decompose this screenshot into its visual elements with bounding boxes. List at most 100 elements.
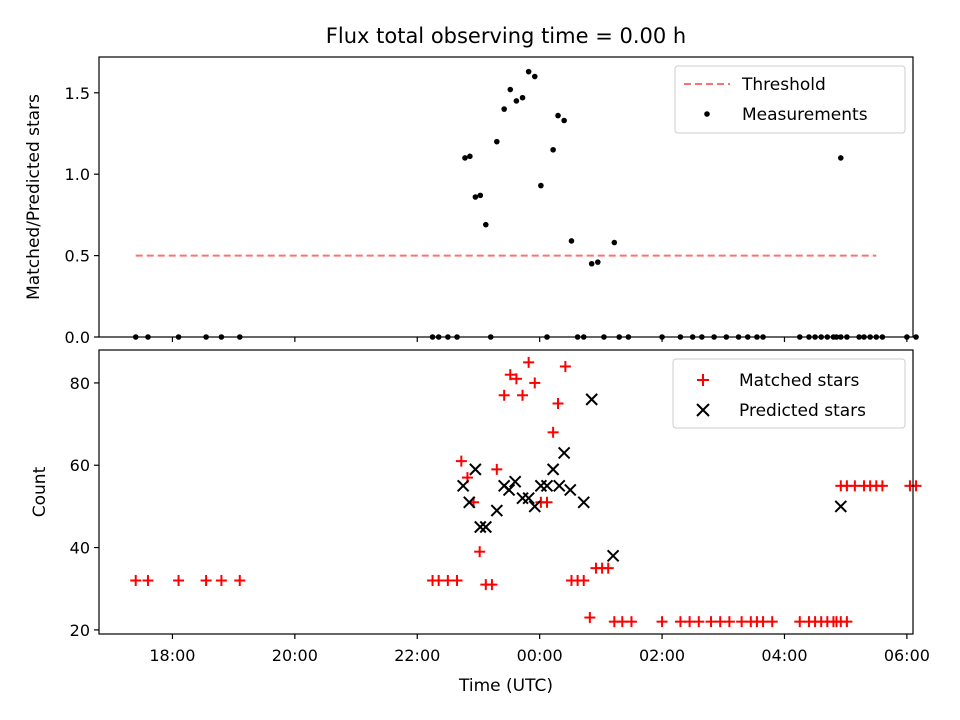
measurement-point [483,221,489,228]
measurement-point [837,155,844,161]
measurement-point [525,68,532,75]
predicted-star-point [463,496,476,509]
predicted-star-point [577,496,590,509]
matched-star-point [684,616,696,628]
predicted-star-point [564,483,577,497]
ratio-y-tick-label: 1.0 [65,165,90,184]
predicted-star-point [834,500,847,513]
predicted-star-point [546,463,560,476]
measurement-point [477,192,484,199]
count-y-ticks: 20 40 60 80 [70,374,99,640]
matched-star-point [616,616,628,628]
matched-star-point [723,616,735,628]
ratio-panel: 0.0 0.5 1.0 1.5 Matched/Predicted stars Thr… [24,56,919,347]
predicted-star-point [606,549,620,563]
ratio-x-ticks [171,337,908,342]
measurement-point [494,138,500,145]
matched-star-point [455,455,467,467]
matched-star-point [547,426,559,438]
matched-star-point [584,612,596,624]
matched-star-point [486,579,498,591]
measurement-point [462,155,468,161]
ratio-y-ticks: 0.0 0.5 1.0 1.5 [65,84,99,347]
count-panel: 20 40 60 80 18:00 20:00 22:00 00:00 02:00 04:00 0… [30,349,930,696]
x-axis-label: Time (UTC) [458,676,553,696]
count-x-tick-label: 00:00 [517,646,563,665]
matched-star-point [674,616,686,628]
measurements-legend-label: Measurements [742,105,868,125]
count-y-tick-label: 40 [70,539,90,558]
matched-star-point [215,574,227,586]
matched-star-point [510,373,522,385]
chart-title: Flux total observing time = 0.00 h [326,24,686,48]
matched-star-point [794,616,806,628]
matched-star-point [602,562,614,574]
predicted-star-point [557,446,571,460]
predicted-star-point [585,393,598,406]
predicted-star-point [469,463,482,476]
predicted-star-point [553,479,566,493]
matched-star-point [200,574,212,586]
predicted-legend-label: Predicted stars [739,401,866,421]
matched-star-point [736,616,748,628]
matched-star-point [474,546,486,558]
matched-star-point [714,616,726,628]
count-x-tick-label: 06:00 [884,646,930,665]
matched-star-point [849,480,861,492]
measurements-legend-marker [704,111,710,117]
measurement-point [611,239,618,246]
matched-star-point [451,574,463,586]
measurement-point [519,94,526,101]
matched-star-point [578,574,590,586]
predicted-star-point [540,479,554,493]
matched-star-point [757,616,769,628]
count-x-ticks: 18:00 20:00 22:00 00:00 02:00 04:00 06:00 [149,634,930,665]
measurement-point [561,117,567,124]
measurement-point [472,194,479,200]
ratio-axes-frame [98,56,914,338]
matched-star-point [541,496,553,508]
measurement-point [550,146,556,153]
count-x-tick-label: 02:00 [639,646,685,665]
count-points [130,356,922,628]
measurement-point [555,112,561,119]
measurement-point [913,334,919,340]
ratio-y-tick-label: 0.0 [65,328,90,347]
count-x-tick-label: 22:00 [394,646,440,665]
matched-star-point [498,389,510,401]
count-x-tick-label: 20:00 [272,646,318,665]
matched-star-point [130,574,142,586]
ratio-legend: Threshold Measurements [674,65,906,134]
ratio-y-axis-label: Matched/Predicted stars [24,94,44,300]
matched-star-point [841,616,853,628]
matched-star-point [552,398,564,410]
ratio-y-tick-label: 1.5 [65,84,90,103]
measurement-point [507,86,514,93]
matched-star-point [491,463,503,475]
matched-star-point [766,616,778,628]
ratio-y-tick-label: 0.5 [65,247,90,266]
matched-star-point [433,574,445,586]
measurement-point [588,260,595,267]
measurement-point [513,98,520,104]
predicted-star-point [490,504,504,517]
predicted-star-point [474,520,487,534]
count-y-tick-label: 80 [70,374,90,393]
matched-star-point [693,616,705,628]
matched-star-point [523,356,535,368]
count-axes-frame [98,349,914,635]
count-x-tick-label: 04:00 [761,646,807,665]
threshold-legend-label: Threshold [741,75,826,95]
count-y-tick-label: 20 [70,621,90,640]
matched-star-point [910,480,922,492]
predicted-star-point [502,483,516,497]
measurement-point [568,238,575,244]
matched-star-point [705,616,717,628]
measurement-point [595,259,601,265]
matched-star-point [142,574,154,586]
predicted-star-point [534,479,548,493]
predicted-star-point [516,491,529,505]
matched-star-point [504,369,516,381]
matched-legend-label: Matched stars [739,371,859,391]
count-x-tick-label: 18:00 [149,646,195,665]
